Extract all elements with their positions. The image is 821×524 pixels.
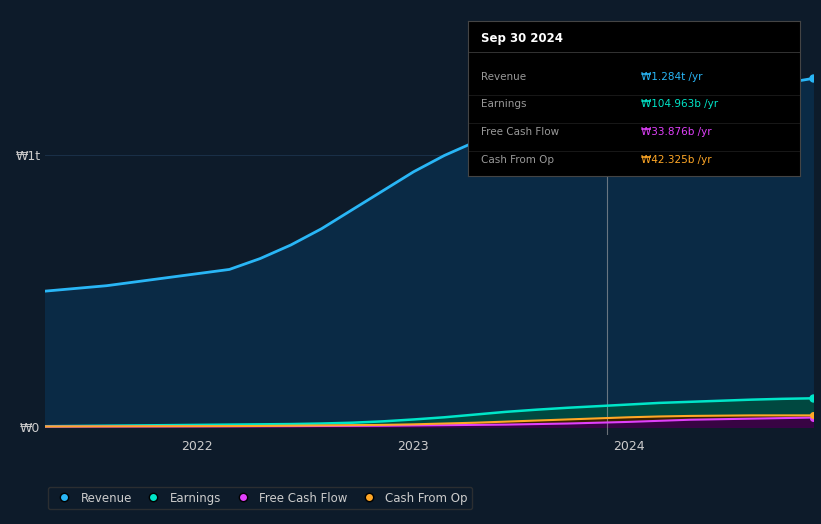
Legend: Revenue, Earnings, Free Cash Flow, Cash From Op: Revenue, Earnings, Free Cash Flow, Cash … [48, 487, 472, 509]
Text: ₩33.876b /yr: ₩33.876b /yr [641, 127, 712, 137]
Text: Earnings: Earnings [481, 100, 527, 110]
Text: Past: Past [612, 82, 636, 95]
Text: ₩104.963b /yr: ₩104.963b /yr [641, 100, 718, 110]
Text: ₩1.284t /yr: ₩1.284t /yr [641, 72, 703, 82]
Text: Revenue: Revenue [481, 72, 526, 82]
Text: ₩42.325b /yr: ₩42.325b /yr [641, 155, 712, 165]
Text: Cash From Op: Cash From Op [481, 155, 554, 165]
Text: Sep 30 2024: Sep 30 2024 [481, 32, 563, 45]
Text: Free Cash Flow: Free Cash Flow [481, 127, 559, 137]
